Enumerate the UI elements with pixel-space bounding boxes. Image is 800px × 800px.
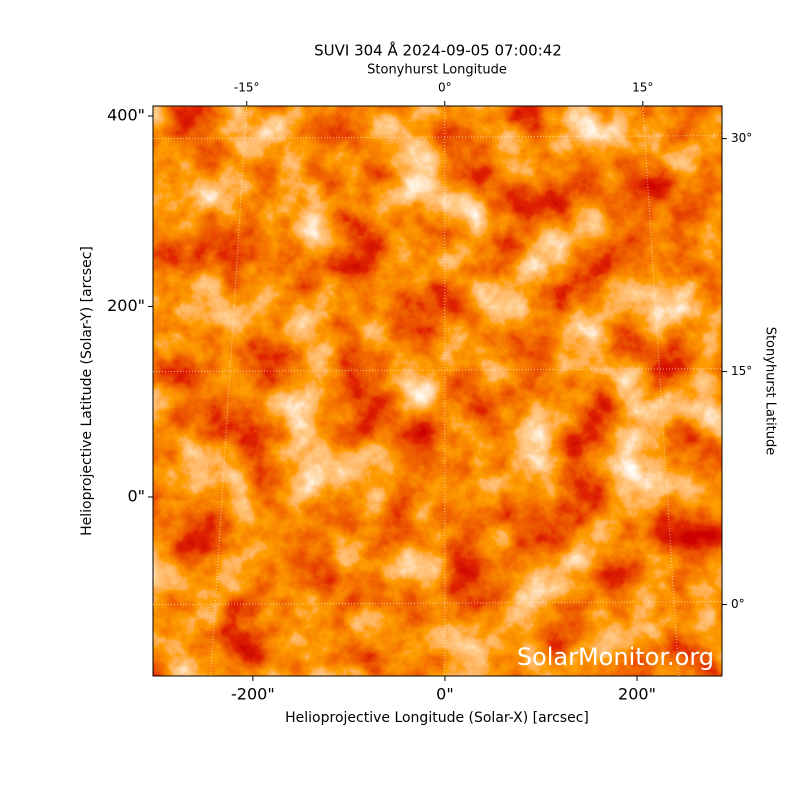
grid-line: [152, 135, 723, 140]
y-tick-label: 200": [107, 296, 145, 315]
x2-tick-label: 0°: [438, 81, 452, 95]
y-tick-label: 400": [107, 106, 145, 125]
x2-label: Stonyhurst Longitude: [367, 63, 507, 78]
chart-title: SUVI 304 Å 2024-09-05 07:00:42: [314, 41, 562, 60]
y-label: Helioprojective Latitude (Solar-Y) [arcs…: [79, 246, 95, 536]
grid-line: [152, 601, 723, 606]
grid-line: [642, 105, 680, 677]
grid-line: [210, 105, 248, 677]
x-tick-label: 200": [618, 685, 656, 704]
y-tick-label: 0": [127, 486, 145, 505]
x2-tick-label: 15°: [632, 81, 653, 95]
x2-tick-label: -15°: [234, 81, 260, 95]
y2-tick-label: 15°: [731, 364, 752, 378]
x-label: Helioprojective Longitude (Solar-X) [arc…: [285, 710, 589, 726]
grid-line: [152, 368, 723, 373]
x-tick-label: 0": [436, 685, 454, 704]
x-tick-label: -200": [231, 685, 275, 704]
solar-image: [153, 106, 722, 676]
y2-tick-label: 30°: [731, 131, 752, 145]
plot-frame: [152, 105, 723, 677]
y2-label: Stonyhurst Latitude: [763, 327, 778, 456]
watermark: SolarMonitor.org: [517, 643, 714, 671]
y2-tick-label: 0°: [731, 597, 745, 611]
